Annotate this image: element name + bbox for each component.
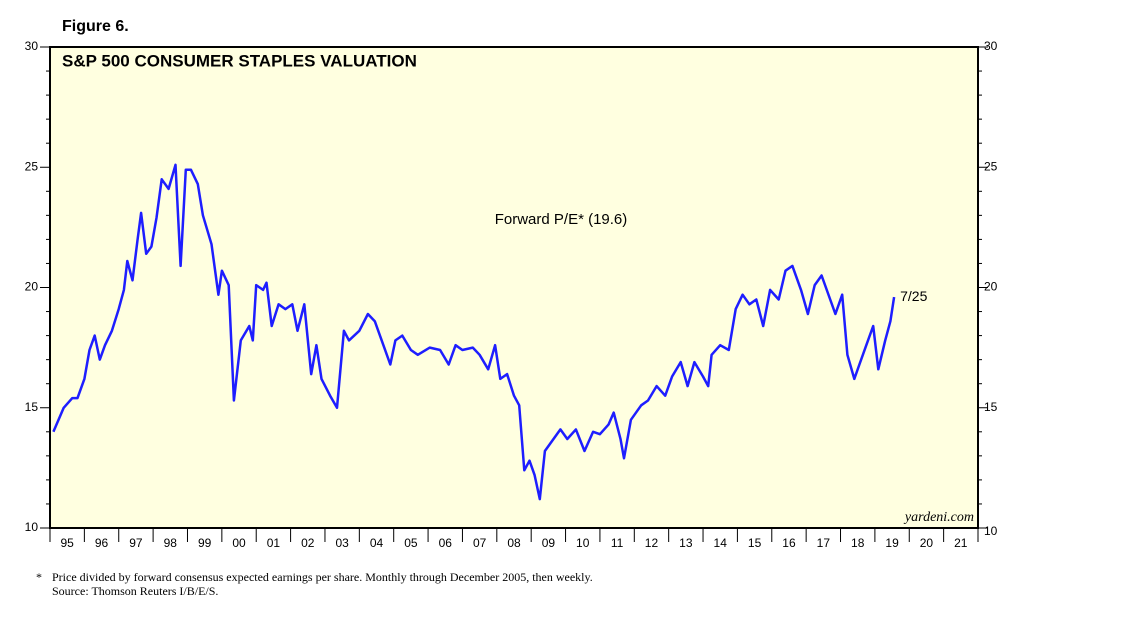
x-tick-label: 04 <box>370 536 384 550</box>
x-tick-label: 13 <box>679 536 693 550</box>
x-tick-label: 09 <box>542 536 556 550</box>
x-tick-label: 03 <box>335 536 349 550</box>
x-tick-label: 15 <box>748 536 762 550</box>
figure-label: Figure 6. <box>62 18 129 35</box>
footnote-marker: * <box>36 570 42 584</box>
x-tick-label: 96 <box>95 536 109 550</box>
footnote: Price divided by forward consensus expec… <box>52 570 593 584</box>
x-tick-label: 14 <box>714 536 728 550</box>
x-tick-label: 10 <box>576 536 590 550</box>
x-tick-label: 12 <box>645 536 659 550</box>
chart-title: S&P 500 CONSUMER STAPLES VALUATION <box>62 51 417 70</box>
x-tick-label: 18 <box>851 536 865 550</box>
x-tick-label: 98 <box>164 536 178 550</box>
x-tick-label: 00 <box>232 536 246 550</box>
x-tick-label: 21 <box>954 536 968 550</box>
plot-area <box>49 46 979 529</box>
y2-tick-label: 20 <box>984 280 998 294</box>
x-tick-label: 17 <box>817 536 831 550</box>
x-tick-label: 19 <box>885 536 899 550</box>
source: Source: Thomson Reuters I/B/E/S. <box>52 584 218 598</box>
y2-tick-label: 25 <box>984 159 998 173</box>
x-tick-label: 95 <box>61 536 75 550</box>
y-tick-label: 20 <box>25 280 39 294</box>
x-tick-label: 99 <box>198 536 212 550</box>
y-tick-label: 10 <box>25 520 39 534</box>
source-brand: yardeni.com <box>903 510 974 525</box>
y-tick-label: 15 <box>25 400 39 414</box>
x-tick-label: 02 <box>301 536 315 550</box>
x-tick-label: 06 <box>439 536 453 550</box>
x-tick-label: 05 <box>404 536 418 550</box>
x-tick-label: 08 <box>507 536 521 550</box>
x-tick-label: 11 <box>611 536 624 550</box>
y-tick-label: 25 <box>25 159 39 173</box>
x-tick-label: 01 <box>267 536 281 550</box>
x-tick-label: 07 <box>473 536 487 550</box>
line-series <box>52 163 896 501</box>
x-tick-label: 97 <box>129 536 143 550</box>
end-label: 7/25 <box>900 288 927 304</box>
y2-tick-label: 10 <box>984 524 998 538</box>
x-tick-label: 20 <box>920 536 934 550</box>
y2-tick-label: 15 <box>984 400 998 414</box>
y2-tick-label: 30 <box>984 39 998 53</box>
y-tick-label: 30 <box>25 39 39 53</box>
x-tick-label: 16 <box>782 536 796 550</box>
annotation: Forward P/E* (19.6) <box>495 211 628 228</box>
